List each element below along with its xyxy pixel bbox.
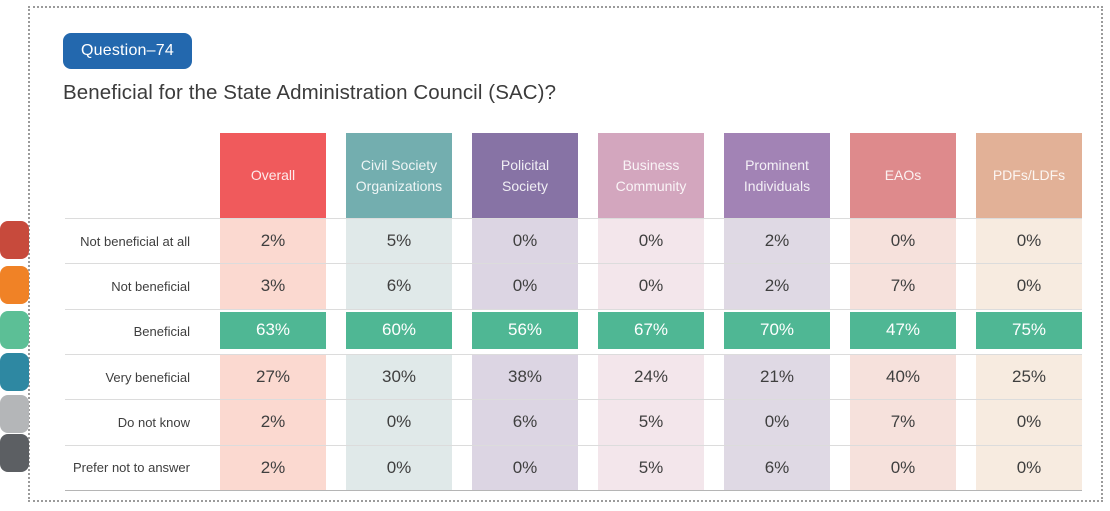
column-header-pdfs-ldfs: PDFs/LDFs bbox=[976, 133, 1082, 218]
legend-chip-not-beneficial bbox=[0, 266, 29, 304]
table-cell-highlight: 67% bbox=[598, 310, 704, 354]
table-cell: 21% bbox=[724, 354, 830, 400]
table-row-not-beneficial-at-all: Not beneficial at all 2% 5% 0% 0% 2% 0% … bbox=[65, 218, 1082, 264]
table-cell: 6% bbox=[724, 445, 830, 490]
table-cell: 7% bbox=[850, 400, 956, 445]
table-cell: 0% bbox=[472, 445, 578, 490]
column-header-policital-society: Policital Society bbox=[472, 133, 578, 218]
row-label: Beneficial bbox=[133, 324, 190, 340]
table-cell: 0% bbox=[976, 219, 1082, 264]
table-cell-highlight: 56% bbox=[472, 310, 578, 354]
table-cell: 7% bbox=[850, 264, 956, 309]
highlight-pill: 67% bbox=[598, 311, 704, 349]
highlight-pill: 63% bbox=[220, 311, 326, 349]
table-cell: 25% bbox=[976, 354, 1082, 400]
table-cell: 0% bbox=[598, 264, 704, 309]
highlight-pill: 75% bbox=[976, 311, 1082, 349]
table-cell: 0% bbox=[976, 400, 1082, 445]
table-cell: 0% bbox=[850, 445, 956, 490]
column-header-civil-society-organizations: Civil Society Organizations bbox=[346, 133, 452, 218]
table-cell: 0% bbox=[346, 400, 452, 445]
table-cell: 6% bbox=[346, 264, 452, 309]
highlight-pill: 70% bbox=[724, 311, 830, 349]
table-cell-highlight: 60% bbox=[346, 310, 452, 354]
table-row-prefer-not-to-answer: Prefer not to answer 2% 0% 0% 5% 6% 0% 0… bbox=[65, 444, 1082, 491]
table-row-beneficial-highlighted: Beneficial 63% 60% 56% 67% 70% 47% 75% bbox=[65, 308, 1082, 354]
table-cell: 0% bbox=[598, 219, 704, 264]
table-cell-highlight: 70% bbox=[724, 310, 830, 354]
legend-chip-do-not-know bbox=[0, 395, 29, 433]
table-cell: 0% bbox=[976, 264, 1082, 309]
column-header-prominent-individuals: Prominent Individuals bbox=[724, 133, 830, 218]
table-cell: 0% bbox=[976, 445, 1082, 490]
column-header-business-community: Business Community bbox=[598, 133, 704, 218]
table-cell: 5% bbox=[346, 219, 452, 264]
highlight-pill: 47% bbox=[850, 311, 956, 349]
highlight-pill: 56% bbox=[472, 311, 578, 349]
table-cell: 6% bbox=[472, 400, 578, 445]
row-label: Very beneficial bbox=[105, 369, 190, 385]
survey-results-table: Overall Civil Society Organizations Poli… bbox=[65, 133, 1082, 491]
table-cell: 40% bbox=[850, 354, 956, 400]
table-header-row: Overall Civil Society Organizations Poli… bbox=[65, 133, 1082, 218]
table-cell: 2% bbox=[220, 400, 326, 445]
table-cell: 0% bbox=[472, 264, 578, 309]
header-spacer bbox=[65, 133, 200, 218]
legend-chip-prefer-not-to-answer bbox=[0, 434, 29, 472]
table-cell: 0% bbox=[850, 219, 956, 264]
table-cell-highlight: 75% bbox=[976, 310, 1082, 354]
table-cell: 5% bbox=[598, 400, 704, 445]
highlight-pill: 60% bbox=[346, 311, 452, 349]
legend-chip-beneficial bbox=[0, 311, 29, 349]
table-cell: 2% bbox=[220, 219, 326, 264]
table-cell: 0% bbox=[724, 400, 830, 445]
table-cell: 27% bbox=[220, 354, 326, 400]
table-row-very-beneficial: Very beneficial 27% 30% 38% 24% 21% 40% … bbox=[65, 353, 1082, 400]
table-cell: 24% bbox=[598, 354, 704, 400]
table-cell-highlight: 47% bbox=[850, 310, 956, 354]
table-cell: 2% bbox=[724, 219, 830, 264]
table-row-do-not-know: Do not know 2% 0% 6% 5% 0% 7% 0% bbox=[65, 399, 1082, 445]
row-label: Do not know bbox=[117, 414, 190, 430]
table-cell: 30% bbox=[346, 354, 452, 400]
table-cell-highlight: 63% bbox=[220, 310, 326, 354]
table-cell: 0% bbox=[472, 219, 578, 264]
table-cell: 38% bbox=[472, 354, 578, 400]
table-cell: 2% bbox=[724, 264, 830, 309]
column-header-overall: Overall bbox=[220, 133, 326, 218]
table-row-not-beneficial: Not beneficial 3% 6% 0% 0% 2% 7% 0% bbox=[65, 263, 1082, 309]
row-label: Prefer not to answer bbox=[72, 460, 190, 476]
table-cell: 5% bbox=[598, 445, 704, 490]
table-cell: 2% bbox=[220, 445, 326, 490]
column-header-eaos: EAOs bbox=[850, 133, 956, 218]
table-cell: 0% bbox=[346, 445, 452, 490]
question-number-badge: Question–74 bbox=[63, 33, 192, 69]
row-label: Not beneficial at all bbox=[80, 233, 190, 249]
legend-chip-very-beneficial bbox=[0, 353, 29, 391]
row-label: Not beneficial bbox=[111, 278, 190, 294]
page-title: Beneficial for the State Administration … bbox=[63, 81, 557, 104]
legend-chip-not-beneficial-at-all bbox=[0, 221, 29, 259]
table-cell: 3% bbox=[220, 264, 326, 309]
